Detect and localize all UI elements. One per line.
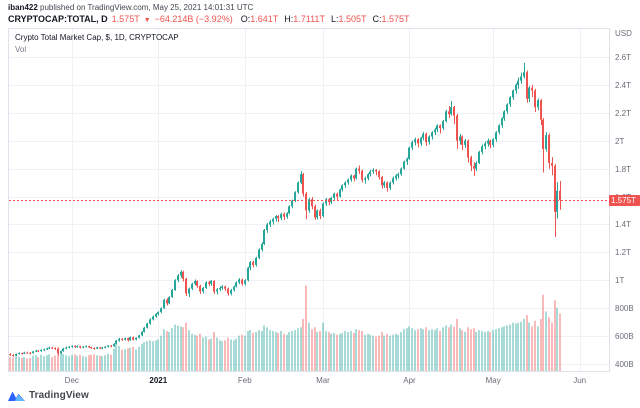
symbol-header: CRYPTOCAP:TOTAL, D 1.575T ▼ −64.214B (−3… bbox=[8, 14, 410, 26]
price-axis-label: 800B bbox=[615, 304, 634, 314]
ohlc-close: C: 1.575T bbox=[372, 14, 410, 24]
chart-legend: Crypto Total Market Cap, $, 1D, CRYPTOCA… bbox=[15, 33, 179, 54]
time-axis-label: Apr bbox=[403, 376, 416, 385]
byline-text: published on TradingView.com, May 25, 20… bbox=[37, 3, 254, 12]
symbol-title: CRYPTOCAP:TOTAL, D bbox=[8, 14, 108, 24]
price-axis-label: 1.4T bbox=[615, 220, 632, 230]
byline: iban422 published on TradingView.com, Ma… bbox=[8, 3, 253, 13]
time-axis[interactable]: Dec 2021 Feb Mar Apr May Jun bbox=[8, 374, 610, 388]
price-axis-label: 1.2T bbox=[615, 248, 632, 258]
username-link[interactable]: iban422 bbox=[8, 3, 38, 12]
time-axis-label: 2021 bbox=[149, 376, 168, 385]
ohlc-values: O: 1.641T H: 1.7111T L: 1.505T C: 1.575T bbox=[241, 14, 410, 25]
time-axis-label: Dec bbox=[64, 376, 79, 385]
time-axis-label: Mar bbox=[316, 376, 330, 385]
time-axis-label: May bbox=[485, 376, 501, 385]
price-axis-label: 600B bbox=[615, 332, 634, 342]
price-axis-label: 1.8T bbox=[615, 164, 632, 174]
price-axis[interactable]: USD 1.575T 400B600B800B1T1.2T1.4T1.6T1.8… bbox=[609, 29, 640, 371]
price-axis-label: 2.2T bbox=[615, 108, 632, 118]
price-axis-label: 1T bbox=[615, 276, 625, 286]
price-axis-label: 2.6T bbox=[615, 52, 632, 62]
ohlc-open: O: 1.641T bbox=[240, 14, 279, 24]
time-axis-label: Jun bbox=[573, 376, 587, 385]
legend-volume-indicator[interactable]: Vol bbox=[15, 45, 27, 54]
price-axis-label: 400B bbox=[615, 360, 634, 370]
price-axis-label: 2.4T bbox=[615, 80, 632, 90]
last-price: 1.575T bbox=[111, 14, 140, 24]
price-axis-label: 2T bbox=[615, 136, 625, 146]
legend-title[interactable]: Crypto Total Market Cap, $, 1D, CRYPTOCA… bbox=[15, 33, 179, 42]
ohlc-high: H: 1.7111T bbox=[284, 14, 325, 24]
price-axis-unit: USD bbox=[615, 29, 632, 38]
change-down-icon: ▼ bbox=[143, 16, 151, 24]
tradingview-logo-icon[interactable] bbox=[8, 390, 25, 401]
price-change: −64.214B (−3.92%) bbox=[154, 14, 233, 24]
last-price-tag: 1.575T bbox=[609, 194, 640, 206]
footer: TradingView bbox=[8, 390, 89, 401]
chart-pane[interactable]: Crypto Total Market Cap, $, 1D, CRYPTOCA… bbox=[8, 28, 610, 372]
time-axis-label: Feb bbox=[237, 376, 252, 385]
ohlc-low: L: 1.505T bbox=[330, 14, 367, 24]
tradingview-brand-link[interactable]: TradingView bbox=[29, 390, 89, 401]
candlestick-chart[interactable] bbox=[9, 29, 609, 371]
